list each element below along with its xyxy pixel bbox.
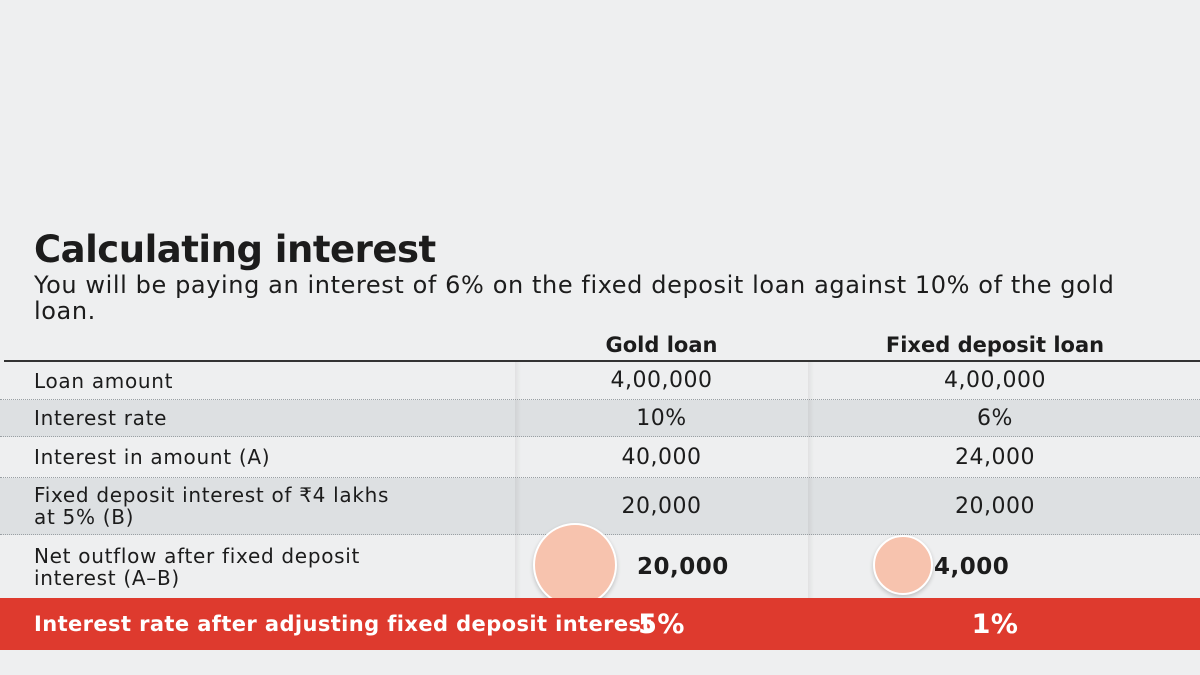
table-row: Interest rate 10% 6% (0, 400, 1200, 437)
page-title: Calculating interest (34, 228, 436, 271)
gold-value: 5% (638, 608, 685, 640)
row-label: Loan amount (34, 368, 174, 393)
fd-value: 4,00,000 (944, 368, 1046, 393)
row-label: Interest rate (34, 406, 168, 430)
subtitle: You will be paying an interest of 6% on … (34, 271, 1115, 325)
row-label: Net outflow after fixed deposit interest… (34, 543, 361, 590)
table-row: Interest in amount (A) 40,000 24,000 (0, 437, 1200, 478)
gold-value: 20,000 (621, 493, 702, 519)
outflow-bubble-fd (872, 534, 934, 596)
row-label: Interest in amount (A) (34, 445, 271, 469)
column-divider (515, 362, 521, 600)
table-row: Net outflow after fixed deposit interest… (0, 523, 1200, 607)
fd-value: 24,000 (955, 444, 1035, 470)
column-header-fd-loan: Fixed deposit loan (885, 333, 1105, 357)
gold-value: 40,000 (621, 444, 702, 470)
highlight-row: Interest rate after adjusting fixed depo… (0, 598, 1200, 650)
fd-value: 20,000 (955, 493, 1035, 519)
fd-value: 1% (971, 608, 1019, 640)
gold-value: 20,000 (637, 553, 729, 580)
table-row: Loan amount 4,00,000 4,00,000 (0, 362, 1200, 400)
gold-value: 10% (636, 405, 687, 431)
row-label: Fixed deposit interest of ₹4 lakhs at 5%… (34, 483, 390, 529)
row-label: Interest rate after adjusting fixed depo… (34, 612, 652, 636)
column-divider (808, 362, 814, 600)
column-header-gold-loan: Gold loan (605, 333, 718, 357)
header-divider (4, 360, 1200, 362)
fd-value: 4,000 (934, 553, 1010, 580)
outflow-bubble-gold (533, 523, 617, 607)
gold-value: 4,00,000 (610, 368, 713, 393)
table-row: Fixed deposit interest of ₹4 lakhs at 5%… (0, 478, 1200, 535)
fd-value: 6% (977, 405, 1013, 431)
